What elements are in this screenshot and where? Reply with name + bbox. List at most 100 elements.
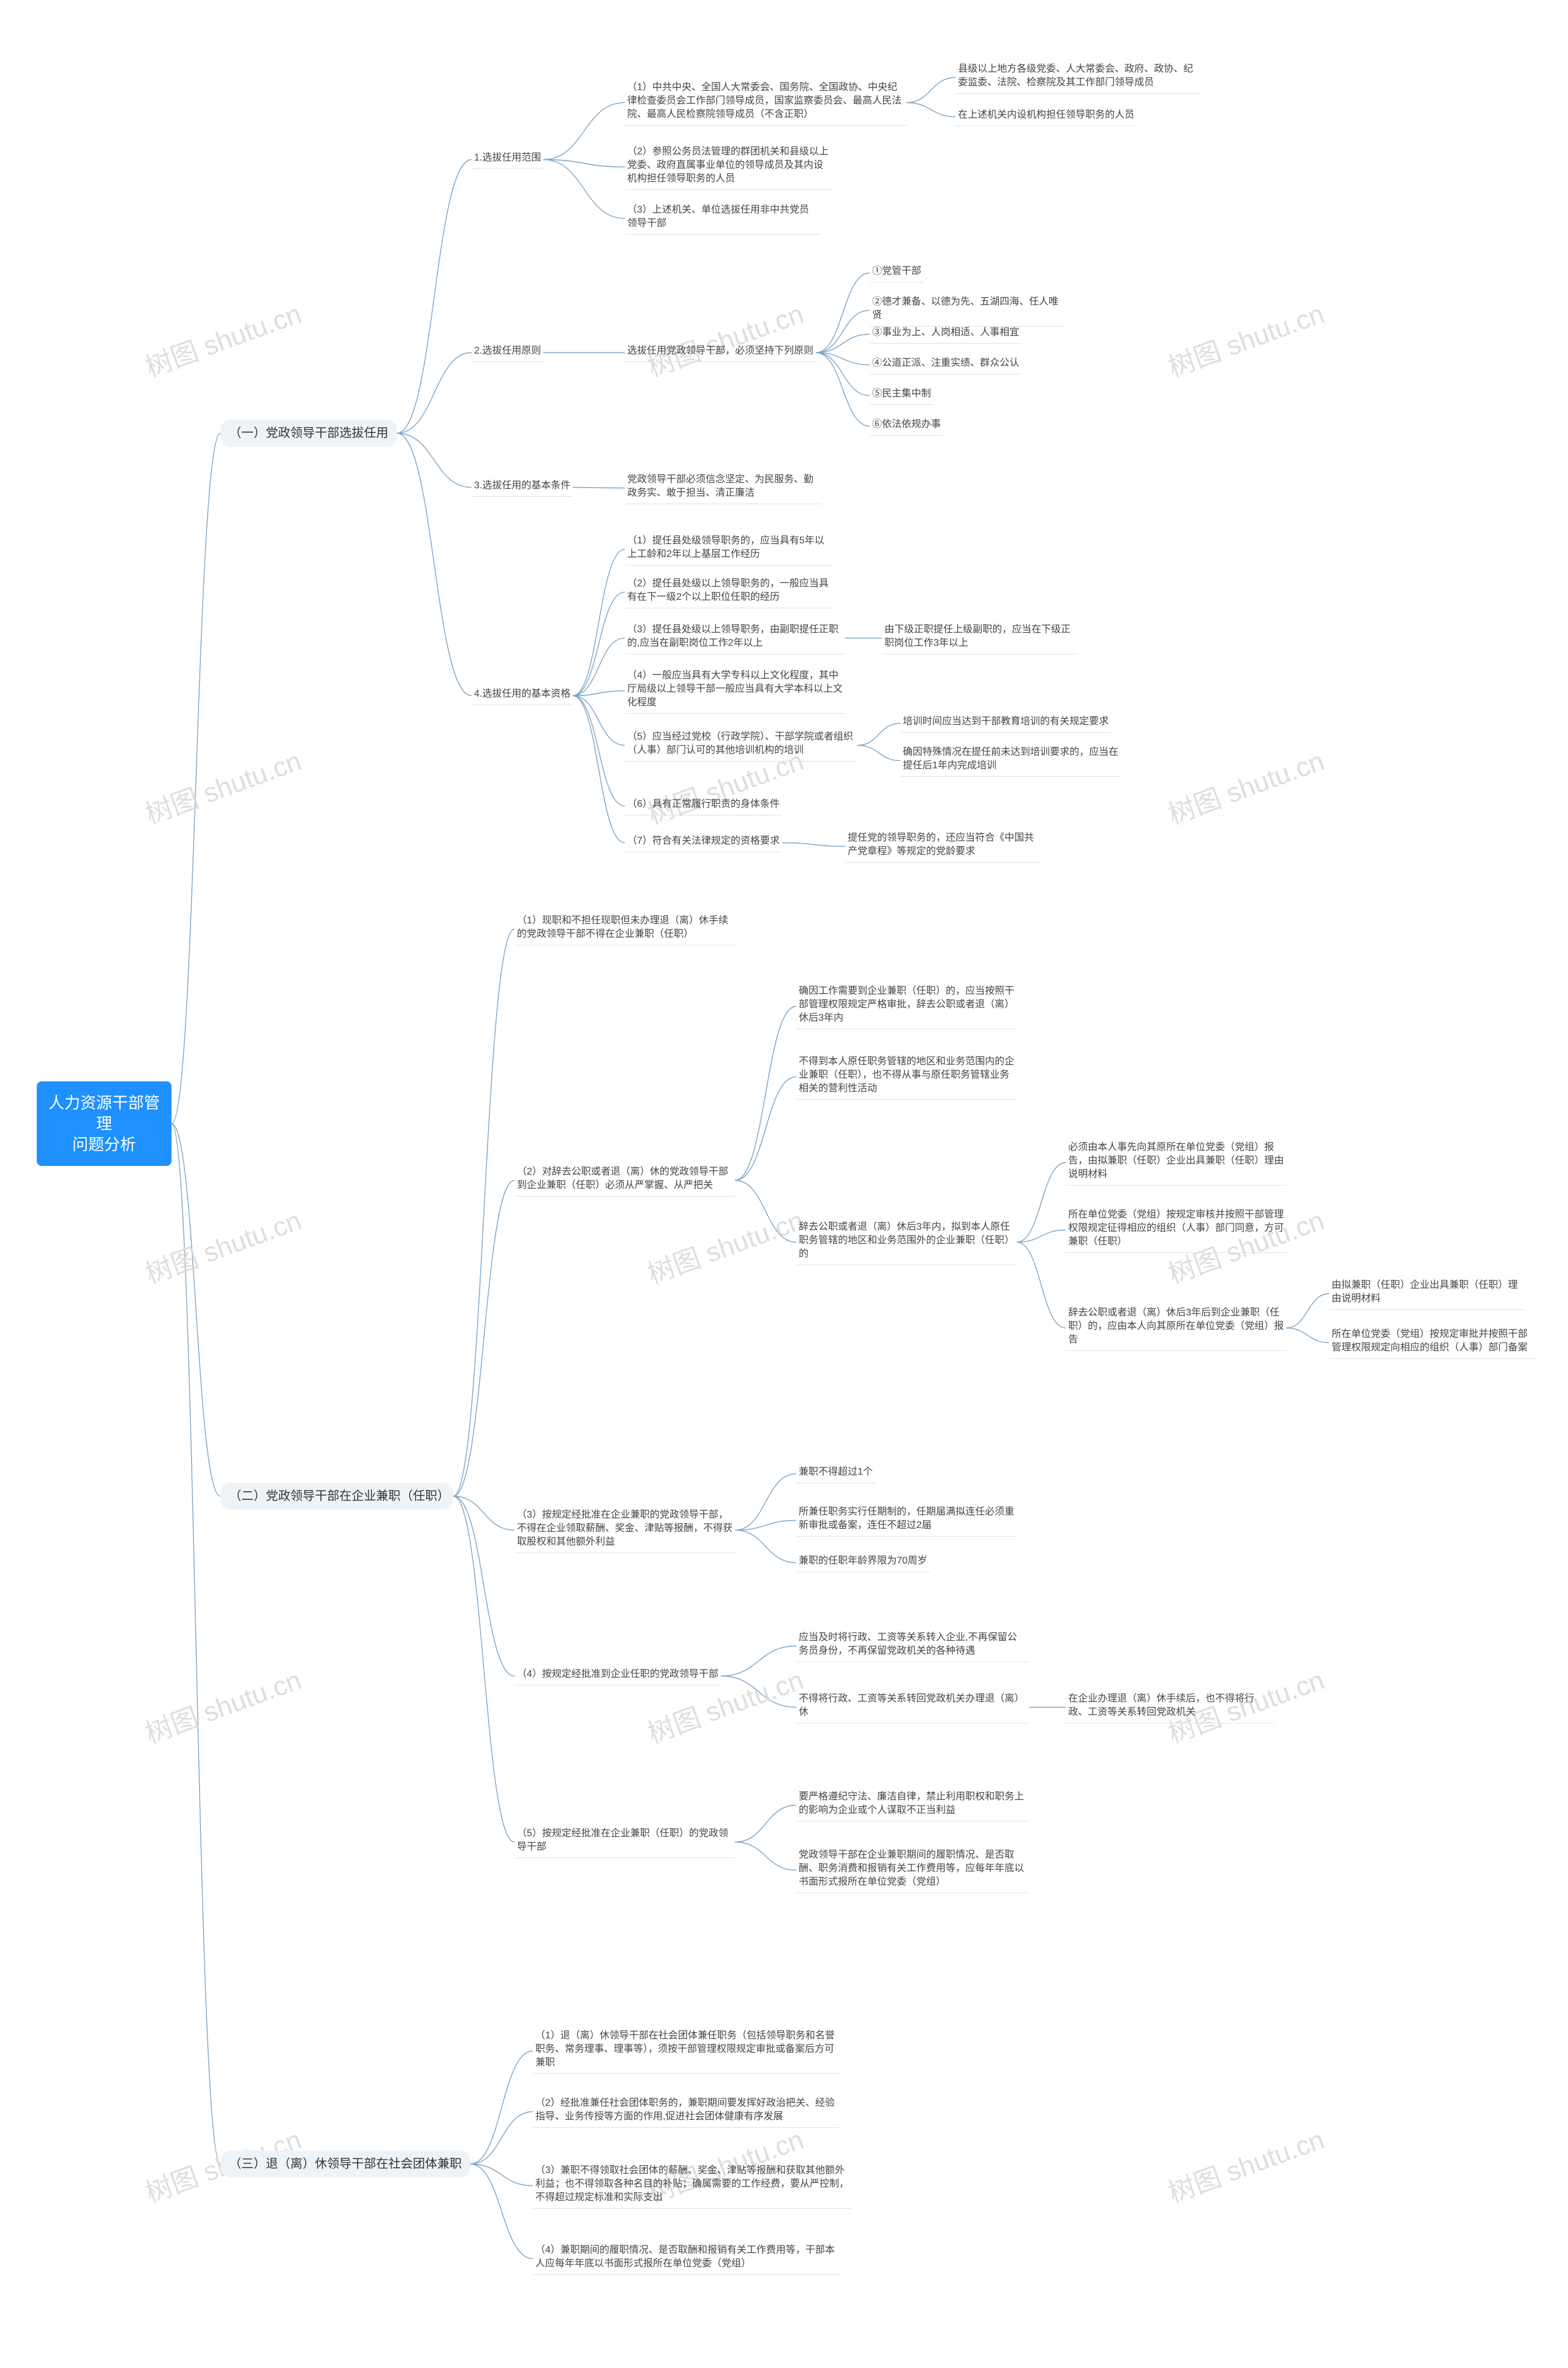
node-s1b1c[interactable]: ③事业为上、人岗相适、人事相宜 <box>870 325 1022 344</box>
node-s1b1e[interactable]: ⑤民主集中制 <box>870 386 933 405</box>
node-label: 3.选拔任用的基本条件 <box>472 478 573 497</box>
node-s1a1[interactable]: （1）中共中央、全国人大常委会、国务院、全国政协、中央纪律检查委员会工作部门领导… <box>625 80 907 126</box>
node-s1d5a[interactable]: 培训时间应当达到干部教育培训的有关规定要求 <box>900 714 1111 733</box>
node-s2b3c[interactable]: 辞去公职或者退（离）休后3年后到企业兼职（任职）的，应由本人向其原所在单位党委（… <box>1066 1305 1286 1351</box>
node-label: 所在单位党委（党组）按规定审批并按照干部管理权限规定向相应的组织（人事）部门备案 <box>1329 1326 1537 1359</box>
node-label: （1）现职和不担任现职但未办理退（离）休手续的党政领导干部不得在企业兼职（任职） <box>514 913 735 945</box>
node-label: 不得将行政、工资等关系转回党政机关办理退（离）休 <box>796 1691 1029 1723</box>
node-label: （4）一般应当具有大学专科以上文化程度，其中厅局级以上领导干部一般应当具有大学本… <box>625 668 845 714</box>
node-label: 人力资源干部管理 问题分析 <box>37 1081 172 1166</box>
node-s1a1b[interactable]: 在上述机关内设机构担任领导职务的人员 <box>956 107 1137 126</box>
mindmap-canvas: 树图 shutu.cn树图 shutu.cn树图 shutu.cn树图 shut… <box>0 0 1568 2368</box>
node-label: （三）退（离）休领导干部在社会团体兼职 <box>221 2150 470 2177</box>
node-s2e1[interactable]: 要严格遵纪守法、廉洁自律，禁止利用职权和职务上的影响为企业或个人谋取不正当利益 <box>796 1789 1029 1821</box>
node-s2c3[interactable]: 兼职的任职年龄界限为70周岁 <box>796 1553 930 1572</box>
node-s1c[interactable]: 3.选拔任用的基本条件 <box>472 478 573 497</box>
watermark: 树图 shutu.cn <box>139 292 306 384</box>
node-s1c1[interactable]: 党政领导干部必须信念坚定、为民服务、勤政务实、敢于担当、清正廉洁 <box>625 472 821 504</box>
node-label: （4）按规定经批准到企业任职的党政领导干部 <box>514 1666 721 1685</box>
node-s1d7a[interactable]: 提任党的领导职务的，还应当符合《中国共产党章程》等规定的党龄要求 <box>845 830 1041 863</box>
node-s3d[interactable]: （4）兼职期间的履职情况、是否取酬和报销有关工作费用等，干部本人应每年年底以书面… <box>533 2242 839 2275</box>
watermark: 树图 shutu.cn <box>139 1198 306 1291</box>
node-label: 辞去公职或者退（离）休后3年内，拟到本人原任职务管辖的地区和业务范围外的企业兼职… <box>796 1219 1017 1265</box>
node-s1a1a[interactable]: 县级以上地方各级党委、人大常委会、政府、政协、纪委监委、法院、检察院及其工作部门… <box>956 61 1200 94</box>
node-label: 兼职的任职年龄界限为70周岁 <box>796 1553 930 1572</box>
node-s2b3c1[interactable]: 由拟兼职（任职）企业出具兼职（任职）理由说明材料 <box>1329 1277 1525 1310</box>
node-s2c2[interactable]: 所兼任职务实行任期制的，任期届满拟连任必须重新审批或备案，连任不超过2届 <box>796 1504 1017 1537</box>
node-label: （3）提任县处级以上领导职务，由副职提任正职的,应当在副职岗位工作2年以上 <box>625 622 845 654</box>
node-label: 必须由本人事先向其原所在单位党委（党组）报告，由拟兼职（任职）企业出具兼职（任职… <box>1066 1140 1286 1186</box>
node-s1[interactable]: （一）党政领导干部选拔任用 <box>221 420 397 447</box>
node-label: （2）经批准兼任社会团体职务的，兼职期间要发挥好政治把关、经验指导、业务传授等方… <box>533 2095 839 2128</box>
node-s1b1d[interactable]: ④公道正派、注重实绩、群众公认 <box>870 355 1022 374</box>
node-s1d3[interactable]: （3）提任县处级以上领导职务，由副职提任正职的,应当在副职岗位工作2年以上 <box>625 622 845 654</box>
node-label: 辞去公职或者退（离）休后3年后到企业兼职（任职）的，应由本人向其原所在单位党委（… <box>1066 1305 1286 1351</box>
node-s2b2[interactable]: 不得到本人原任职务管辖的地区和业务范围内的企业兼职（任职），也不得从事与原任职务… <box>796 1054 1017 1100</box>
node-label: （4）兼职期间的履职情况、是否取酬和报销有关工作费用等，干部本人应每年年底以书面… <box>533 2242 839 2275</box>
node-s1b[interactable]: 2.选拔任用原则 <box>472 343 543 362</box>
node-label: （2）提任县处级以上领导职务的，一般应当具有在下一级2个以上职位任职的经历 <box>625 576 833 608</box>
node-s2b[interactable]: （2）对辞去公职或者退（离）休的党政领导干部到企业兼职（任职）必须从严掌握、从严… <box>514 1164 735 1197</box>
node-label: （5）按规定经批准在企业兼职（任职）的党政领导干部 <box>514 1826 735 1858</box>
node-label: 所在单位党委（党组）按规定审核并按照干部管理权限规定征得相应的组织（人事）部门同… <box>1066 1207 1286 1253</box>
node-label: 要严格遵纪守法、廉洁自律，禁止利用职权和职务上的影响为企业或个人谋取不正当利益 <box>796 1789 1029 1821</box>
node-label: 确因工作需要到企业兼职（任职）的，应当按照干部管理权限规定严格审批，辞去公职或者… <box>796 983 1017 1029</box>
node-s2d2[interactable]: 不得将行政、工资等关系转回党政机关办理退（离）休 <box>796 1691 1029 1723</box>
node-s1a[interactable]: 1.选拔任用范围 <box>472 150 543 169</box>
node-s2b3b[interactable]: 所在单位党委（党组）按规定审核并按照干部管理权限规定征得相应的组织（人事）部门同… <box>1066 1207 1286 1253</box>
node-s2d[interactable]: （4）按规定经批准到企业任职的党政领导干部 <box>514 1666 721 1685</box>
node-s3c[interactable]: （3）兼职不得领取社会团体的薪酬、奖金、津贴等报酬和获取其他额外利益；也不得领取… <box>533 2163 851 2209</box>
node-label: （3）兼职不得领取社会团体的薪酬、奖金、津贴等报酬和获取其他额外利益；也不得领取… <box>533 2163 851 2209</box>
node-s2c[interactable]: （3）按规定经批准在企业兼职的党政领导干部，不得在企业领取薪酬、奖金、津贴等报酬… <box>514 1507 735 1553</box>
node-s1d4[interactable]: （4）一般应当具有大学专科以上文化程度，其中厅局级以上领导干部一般应当具有大学本… <box>625 668 845 714</box>
node-s2e[interactable]: （5）按规定经批准在企业兼职（任职）的党政领导干部 <box>514 1826 735 1858</box>
watermark: 树图 shutu.cn <box>641 292 808 384</box>
node-s1d[interactable]: 4.选拔任用的基本资格 <box>472 686 573 705</box>
node-s1b1b[interactable]: ②德才兼备、以德为先、五湖四海、任人唯贤 <box>870 294 1066 327</box>
node-s2b1[interactable]: 确因工作需要到企业兼职（任职）的，应当按照干部管理权限规定严格审批，辞去公职或者… <box>796 983 1017 1029</box>
node-s1d7[interactable]: （7）符合有关法律规定的资格要求 <box>625 833 782 852</box>
node-label: 1.选拔任用范围 <box>472 150 543 169</box>
node-label: （2）对辞去公职或者退（离）休的党政领导干部到企业兼职（任职）必须从严掌握、从严… <box>514 1164 735 1197</box>
node-s1b1[interactable]: 选拔任用党政领导干部，必须坚持下列原则 <box>625 343 816 362</box>
node-s1d3a[interactable]: 由下级正职提任上级副职的，应当在下级正职岗位工作3年以上 <box>882 622 1078 654</box>
node-label: 所兼任职务实行任期制的，任期届满拟连任必须重新审批或备案，连任不超过2届 <box>796 1504 1017 1537</box>
node-s2e2[interactable]: 党政领导干部在企业兼职期间的履职情况、是否取酬、职务消费和报销有关工作费用等，应… <box>796 1847 1029 1893</box>
node-label: 由下级正职提任上级副职的，应当在下级正职岗位工作3年以上 <box>882 622 1078 654</box>
node-s2d2a[interactable]: 在企业办理退（离）休手续后，也不得将行政、工资等关系转回党政机关 <box>1066 1691 1274 1723</box>
node-s1b1f[interactable]: ⑥依法依规办事 <box>870 417 943 436</box>
node-label: 提任党的领导职务的，还应当符合《中国共产党章程》等规定的党龄要求 <box>845 830 1041 863</box>
node-label: 由拟兼职（任职）企业出具兼职（任职）理由说明材料 <box>1329 1277 1525 1310</box>
node-s1d6[interactable]: （6）具有正常履行职责的身体条件 <box>625 796 782 815</box>
node-label: ③事业为上、人岗相适、人事相宜 <box>870 325 1022 344</box>
node-label: （1）退（离）休领导干部在社会团体兼任职务（包括领导职务和名誉职务、常务理事、理… <box>533 2028 839 2074</box>
node-label: 2.选拔任用原则 <box>472 343 543 362</box>
node-label: （7）符合有关法律规定的资格要求 <box>625 833 782 852</box>
node-label: 在企业办理退（离）休手续后，也不得将行政、工资等关系转回党政机关 <box>1066 1691 1274 1723</box>
node-s3b[interactable]: （2）经批准兼任社会团体职务的，兼职期间要发挥好政治把关、经验指导、业务传授等方… <box>533 2095 839 2128</box>
node-s2b3[interactable]: 辞去公职或者退（离）休后3年内，拟到本人原任职务管辖的地区和业务范围外的企业兼职… <box>796 1219 1017 1265</box>
node-root[interactable]: 人力资源干部管理 问题分析 <box>37 1081 172 1166</box>
node-s3[interactable]: （三）退（离）休领导干部在社会团体兼职 <box>221 2150 470 2177</box>
node-label: 县级以上地方各级党委、人大常委会、政府、政协、纪委监委、法院、检察院及其工作部门… <box>956 61 1200 94</box>
node-s3a[interactable]: （1）退（离）休领导干部在社会团体兼任职务（包括领导职务和名誉职务、常务理事、理… <box>533 2028 839 2074</box>
node-s1a2[interactable]: （2）参照公务员法管理的群团机关和县级以上党委、政府直属事业单位的领导成员及其内… <box>625 144 833 190</box>
node-s1a3[interactable]: （3）上述机关、单位选拔任用非中共党员领导干部 <box>625 202 821 235</box>
node-s1d5[interactable]: （5）应当经过党校（行政学院）、干部学院或者组织（人事）部门认可的其他培训机构的… <box>625 729 858 762</box>
node-s2b3c2[interactable]: 所在单位党委（党组）按规定审批并按照干部管理权限规定向相应的组织（人事）部门备案 <box>1329 1326 1537 1359</box>
node-label: ④公道正派、注重实绩、群众公认 <box>870 355 1022 374</box>
node-s1d5b[interactable]: 确因特殊情况在提任前未达到培训要求的，应当在提任后1年内完成培训 <box>900 744 1121 777</box>
node-s2c1[interactable]: 兼职不得超过1个 <box>796 1464 875 1483</box>
node-label: （3）按规定经批准在企业兼职的党政领导干部，不得在企业领取薪酬、奖金、津贴等报酬… <box>514 1507 735 1553</box>
node-s1d1[interactable]: （1）提任县处级领导职务的，应当具有5年以上工龄和2年以上基层工作经历 <box>625 533 833 566</box>
node-label: 党政领导干部必须信念坚定、为民服务、勤政务实、敢于担当、清正廉洁 <box>625 472 821 504</box>
node-s2[interactable]: （二）党政领导干部在企业兼职（任职） <box>221 1483 453 1510</box>
node-label: ②德才兼备、以德为先、五湖四海、任人唯贤 <box>870 294 1066 327</box>
node-label: 4.选拔任用的基本资格 <box>472 686 573 705</box>
node-s1d2[interactable]: （2）提任县处级以上领导职务的，一般应当具有在下一级2个以上职位任职的经历 <box>625 576 833 608</box>
node-s2b3a[interactable]: 必须由本人事先向其原所在单位党委（党组）报告，由拟兼职（任职）企业出具兼职（任职… <box>1066 1140 1286 1186</box>
node-label: （5）应当经过党校（行政学院）、干部学院或者组织（人事）部门认可的其他培训机构的… <box>625 729 858 762</box>
node-s2d1[interactable]: 应当及时将行政、工资等关系转入企业,不再保留公务员身份，不再保留党政机关的各种待… <box>796 1630 1029 1662</box>
node-s1b1a[interactable]: ①党管干部 <box>870 263 924 282</box>
node-s2a[interactable]: （1）现职和不担任现职但未办理退（离）休手续的党政领导干部不得在企业兼职（任职） <box>514 913 735 945</box>
